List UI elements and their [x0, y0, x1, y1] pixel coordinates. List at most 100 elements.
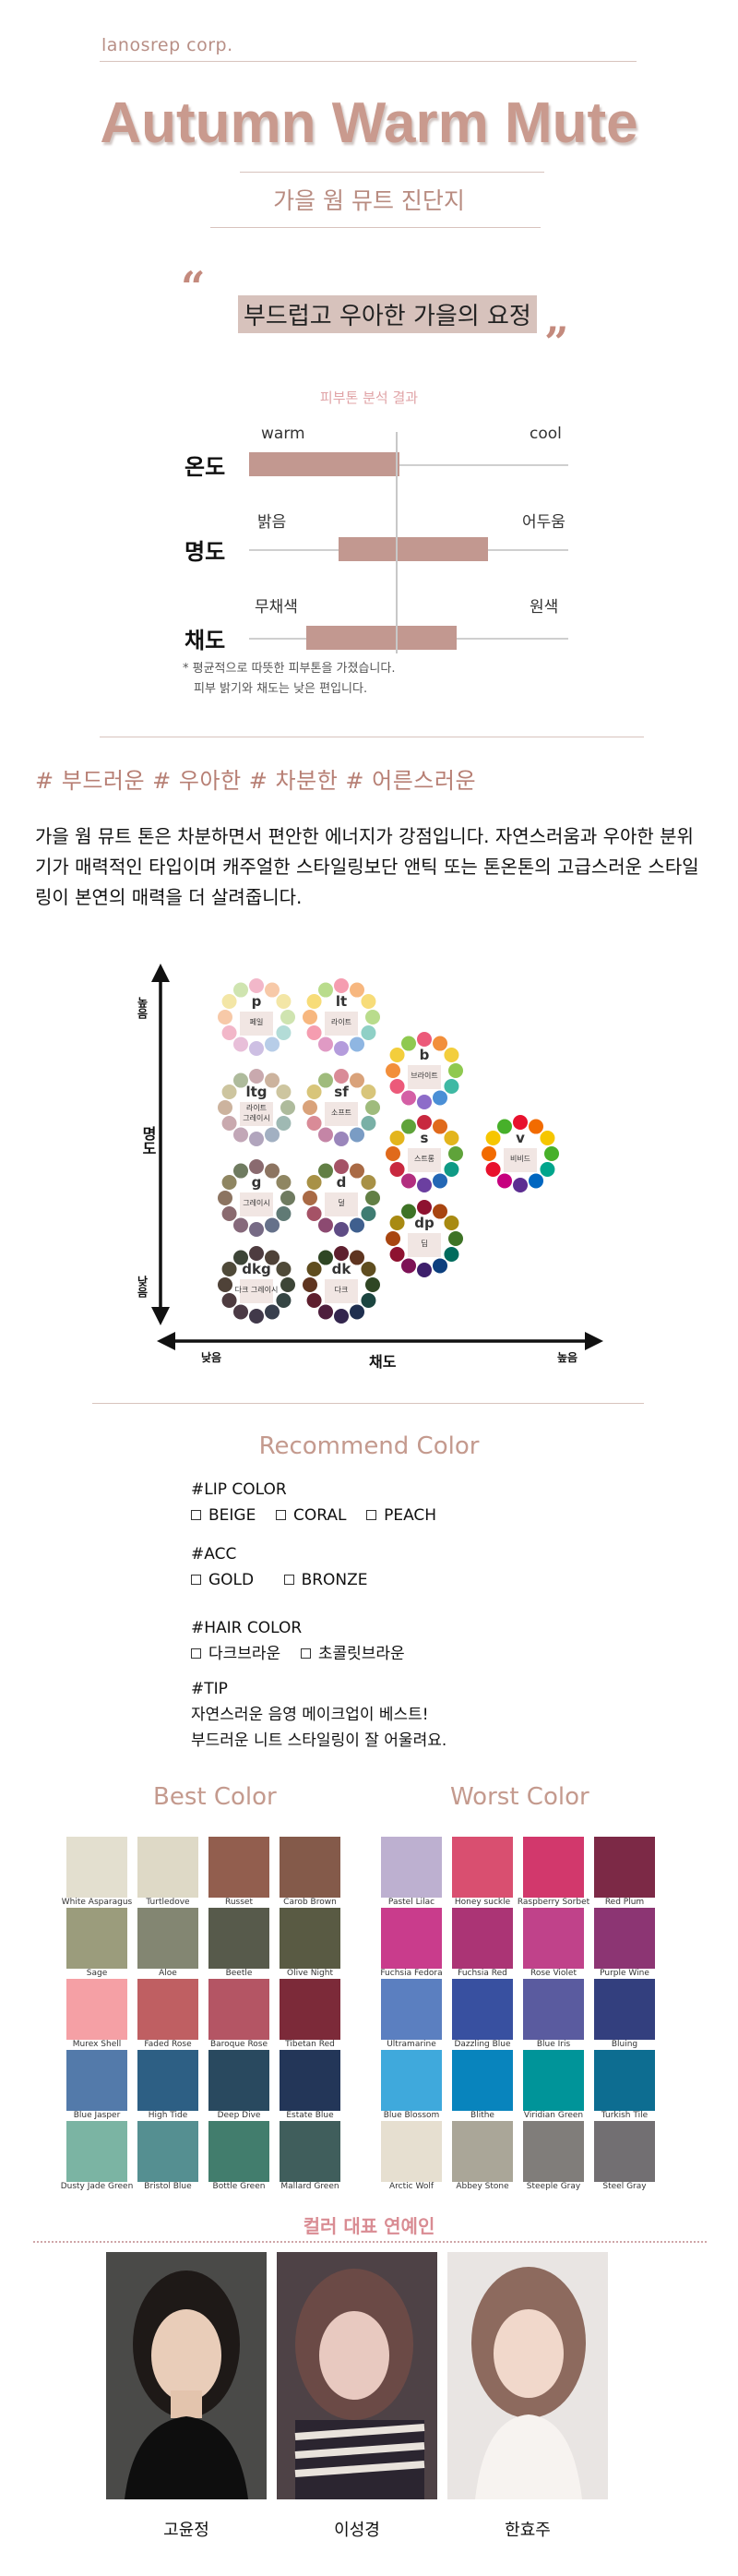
tone-dot: [249, 1069, 264, 1084]
scale-right-label: 어두움: [522, 513, 565, 532]
color-swatch: [594, 2121, 655, 2182]
brand-name: lanosrep corp.: [101, 35, 233, 55]
tone-dot: [306, 1084, 322, 1099]
color-swatch-label: Blithe: [470, 2111, 494, 2120]
color-swatch: [452, 1837, 513, 1898]
color-swatch-label: White Asparagus: [61, 1898, 133, 1907]
tone-dot: [386, 1063, 400, 1078]
tone-code-label: dk: [332, 1261, 352, 1277]
color-swatch-label: Olive Night: [287, 1969, 333, 1978]
color-swatch-label: Blue Blossom: [383, 2111, 440, 2120]
color-swatch-label: Tibetan Red: [285, 2040, 335, 2049]
tone-dot: [265, 982, 280, 998]
color-swatch: [280, 1979, 340, 2040]
color-swatch-label: Murex Shell: [72, 2040, 122, 2049]
tone-dot: [265, 1163, 280, 1179]
color-swatch-label: Deep Dive: [217, 2111, 261, 2120]
tone-dot: [350, 1304, 364, 1320]
color-swatch: [137, 1908, 198, 1969]
tone-dot: [448, 1231, 463, 1246]
x-axis-low-label: 낮음: [201, 1351, 222, 1364]
color-swatch: [452, 2050, 513, 2111]
scale-left-label: warm: [261, 425, 305, 443]
page-title: Autumn Warm Mute: [100, 91, 638, 155]
hair-list: 다크브라운 초콜릿브라운: [191, 1641, 405, 1667]
tone-dot: [361, 1084, 376, 1099]
color-swatch: [280, 1837, 340, 1898]
analysis-note: * 평균적으로 따뜻한 피부톤을 가졌습니다.: [183, 662, 396, 676]
color-swatch: [381, 2050, 442, 2111]
tone-dot: [365, 1191, 380, 1205]
color-swatch: [66, 1837, 127, 1898]
tone-dot: [276, 1084, 292, 1099]
tone-name-label: 다크 그레이시: [235, 1285, 279, 1294]
tone-dot: [350, 1163, 364, 1179]
color-swatch: [208, 1979, 269, 2040]
color-swatch-label: Sage: [86, 1969, 108, 1978]
lip-title: #LIP COLOR: [191, 1480, 287, 1499]
tone-dot: [276, 1116, 292, 1131]
tone-dot: [401, 1119, 416, 1134]
tone-dot: [306, 1293, 322, 1308]
tone-dot: [221, 1175, 237, 1190]
tip-line: 자연스러운 음영 메이크업이 베스트!: [191, 1706, 429, 1724]
tone-dot: [361, 994, 376, 1009]
color-swatch-label: Arctic Wolf: [389, 2182, 434, 2191]
tone-wheel-b: b 브라이트: [386, 1032, 463, 1109]
tone-dot: [318, 1127, 333, 1143]
analysis-note: 피부 밝기와 채도는 낮은 편입니다.: [194, 682, 368, 696]
color-swatch-label: Steeple Gray: [526, 2182, 581, 2191]
tone-dot: [249, 978, 264, 993]
tone-dot: [365, 1100, 380, 1115]
color-swatch-label: Bottle Green: [212, 2182, 266, 2191]
tone-code-label: s: [421, 1130, 429, 1146]
tone-dot: [386, 1146, 400, 1161]
color-swatch-label: Pastel Lilac: [387, 1898, 435, 1907]
tone-dot: [306, 1175, 322, 1190]
color-swatch: [280, 1908, 340, 1969]
color-swatch-label: Blue Jasper: [73, 2111, 121, 2120]
color-swatch-label: Beetle: [225, 1969, 253, 1978]
tone-dot: [497, 1173, 512, 1189]
tone-dot: [221, 1084, 237, 1099]
tone-dot: [218, 1277, 232, 1292]
tone-dot: [233, 1072, 248, 1088]
color-swatch-label: Viridian Green: [523, 2111, 584, 2120]
tone-dot: [318, 1036, 333, 1052]
tone-dot: [444, 1131, 459, 1145]
acc-item: GOLD: [208, 1571, 255, 1589]
tone-dot: [334, 1041, 349, 1056]
description: 가을 웜 뮤트 톤은 차분하면서 편안한 에너지가 강점입니다. 자연스러움과 …: [35, 825, 699, 908]
lip-item: BEIGE: [208, 1506, 256, 1525]
color-swatch: [66, 1979, 127, 2040]
hashtags: # 부드러운 # 우아한 # 차분한 # 어른스러운: [35, 768, 477, 794]
color-swatch-label: Bluing: [611, 2040, 638, 2049]
color-swatch-label: Blue Iris: [536, 2040, 571, 2049]
tone-name-label: 다크: [335, 1286, 349, 1294]
color-swatch: [523, 2050, 584, 2111]
close-quote-icon: ”: [544, 318, 569, 367]
tone-dot: [276, 1175, 292, 1190]
tone-dot: [433, 1090, 447, 1106]
tone-dot: [221, 994, 237, 1009]
tone-dot: [350, 1127, 364, 1143]
tone-dot: [444, 1247, 459, 1262]
tone-name-label: 스트롱: [414, 1155, 434, 1163]
tone-dot: [306, 1025, 322, 1040]
quote-text: 부드럽고 우아한 가을의 요정: [238, 295, 537, 333]
celebrity-photo: [447, 2252, 608, 2499]
tone-dot: [303, 1277, 317, 1292]
acc-title: #ACC: [191, 1545, 237, 1564]
tone-dot: [389, 1079, 405, 1094]
tone-wheel-v: v 비비드: [482, 1115, 559, 1192]
tone-dot: [306, 1262, 322, 1276]
tone-name-label: 라이트: [246, 1103, 267, 1112]
celebrity-photo: [106, 2252, 267, 2499]
color-swatch-label: Faded Rose: [144, 2040, 192, 2049]
tone-dot: [497, 1119, 512, 1134]
tone-dot: [233, 1127, 248, 1143]
color-swatch: [594, 1979, 655, 2040]
color-swatch-label: Rose Violet: [530, 1969, 577, 1978]
tone-code-label: g: [252, 1174, 262, 1191]
tone-dot: [233, 1304, 248, 1320]
